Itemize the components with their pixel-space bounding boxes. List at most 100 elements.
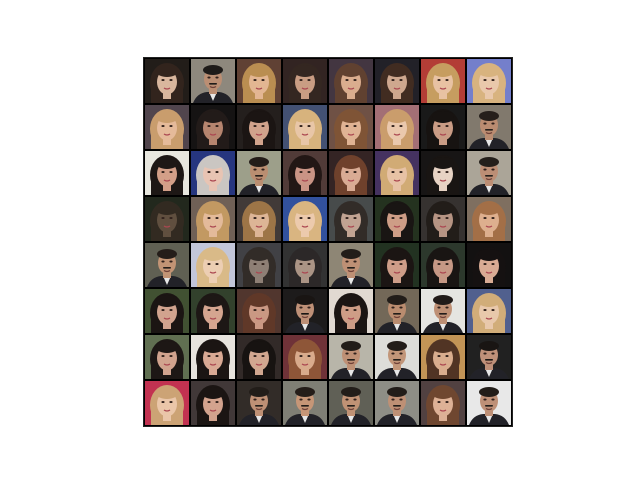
face-thumbnail [145, 59, 189, 103]
face-image [421, 59, 465, 103]
face-image [467, 105, 511, 149]
face-thumbnail [375, 105, 419, 149]
face-image [191, 243, 235, 287]
face-thumbnail [467, 243, 511, 287]
face-image [283, 105, 327, 149]
face-image [237, 243, 281, 287]
face-image [283, 289, 327, 333]
face-thumbnail [467, 105, 511, 149]
face-image [283, 335, 327, 379]
face-image [145, 243, 189, 287]
face-thumbnail [191, 381, 235, 425]
face-image [283, 243, 327, 287]
face-thumbnail [283, 197, 327, 241]
face-thumbnail [237, 243, 281, 287]
face-thumbnail [283, 289, 327, 333]
face-thumbnail [283, 381, 327, 425]
face-thumbnail [237, 197, 281, 241]
face-thumbnail [421, 197, 465, 241]
face-thumbnail [375, 335, 419, 379]
face-image [421, 289, 465, 333]
face-thumbnail [145, 335, 189, 379]
face-image [237, 289, 281, 333]
face-image [421, 335, 465, 379]
face-image [329, 59, 373, 103]
face-image [145, 151, 189, 195]
face-thumbnail [375, 243, 419, 287]
face-thumbnail [191, 151, 235, 195]
face-thumbnail [467, 381, 511, 425]
face-image [329, 151, 373, 195]
face-image [421, 105, 465, 149]
face-thumbnail [237, 381, 281, 425]
face-thumbnail [467, 59, 511, 103]
face-thumbnail [329, 243, 373, 287]
face-thumbnail [191, 335, 235, 379]
face-thumbnail [145, 105, 189, 149]
face-image [237, 197, 281, 241]
face-image [329, 335, 373, 379]
face-sample-grid [143, 57, 513, 427]
face-thumbnail [467, 335, 511, 379]
face-thumbnail [145, 381, 189, 425]
face-image [145, 381, 189, 425]
face-image [329, 243, 373, 287]
face-thumbnail [329, 197, 373, 241]
face-thumbnail [329, 289, 373, 333]
face-thumbnail [329, 105, 373, 149]
face-image [191, 289, 235, 333]
face-image [467, 381, 511, 425]
face-thumbnail [283, 151, 327, 195]
face-image [145, 289, 189, 333]
face-image [283, 151, 327, 195]
face-image [145, 197, 189, 241]
face-image [329, 381, 373, 425]
face-thumbnail [467, 289, 511, 333]
face-thumbnail [329, 335, 373, 379]
face-image [375, 335, 419, 379]
face-image [283, 59, 327, 103]
face-image [421, 151, 465, 195]
face-image [467, 289, 511, 333]
face-image [467, 243, 511, 287]
face-image [191, 335, 235, 379]
face-image [375, 197, 419, 241]
face-image [375, 289, 419, 333]
face-thumbnail [237, 151, 281, 195]
face-image [375, 59, 419, 103]
face-image [237, 105, 281, 149]
face-thumbnail [421, 381, 465, 425]
face-image [283, 197, 327, 241]
face-image [237, 151, 281, 195]
face-image [467, 335, 511, 379]
face-thumbnail [421, 151, 465, 195]
face-thumbnail [375, 151, 419, 195]
face-image [375, 105, 419, 149]
face-thumbnail [375, 197, 419, 241]
face-thumbnail [375, 59, 419, 103]
face-thumbnail [329, 381, 373, 425]
face-image [375, 381, 419, 425]
face-thumbnail [421, 105, 465, 149]
face-thumbnail [191, 197, 235, 241]
face-thumbnail [421, 335, 465, 379]
face-thumbnail [237, 59, 281, 103]
face-thumbnail [145, 243, 189, 287]
face-thumbnail [467, 197, 511, 241]
face-thumbnail [237, 289, 281, 333]
face-thumbnail [237, 335, 281, 379]
face-image [145, 59, 189, 103]
face-image [145, 105, 189, 149]
face-thumbnail [283, 59, 327, 103]
face-image [467, 59, 511, 103]
face-image [329, 105, 373, 149]
face-image [421, 381, 465, 425]
face-thumbnail [191, 105, 235, 149]
face-thumbnail [375, 381, 419, 425]
face-thumbnail [421, 243, 465, 287]
face-thumbnail [375, 289, 419, 333]
face-thumbnail [283, 105, 327, 149]
face-thumbnail [237, 105, 281, 149]
face-thumbnail [145, 151, 189, 195]
